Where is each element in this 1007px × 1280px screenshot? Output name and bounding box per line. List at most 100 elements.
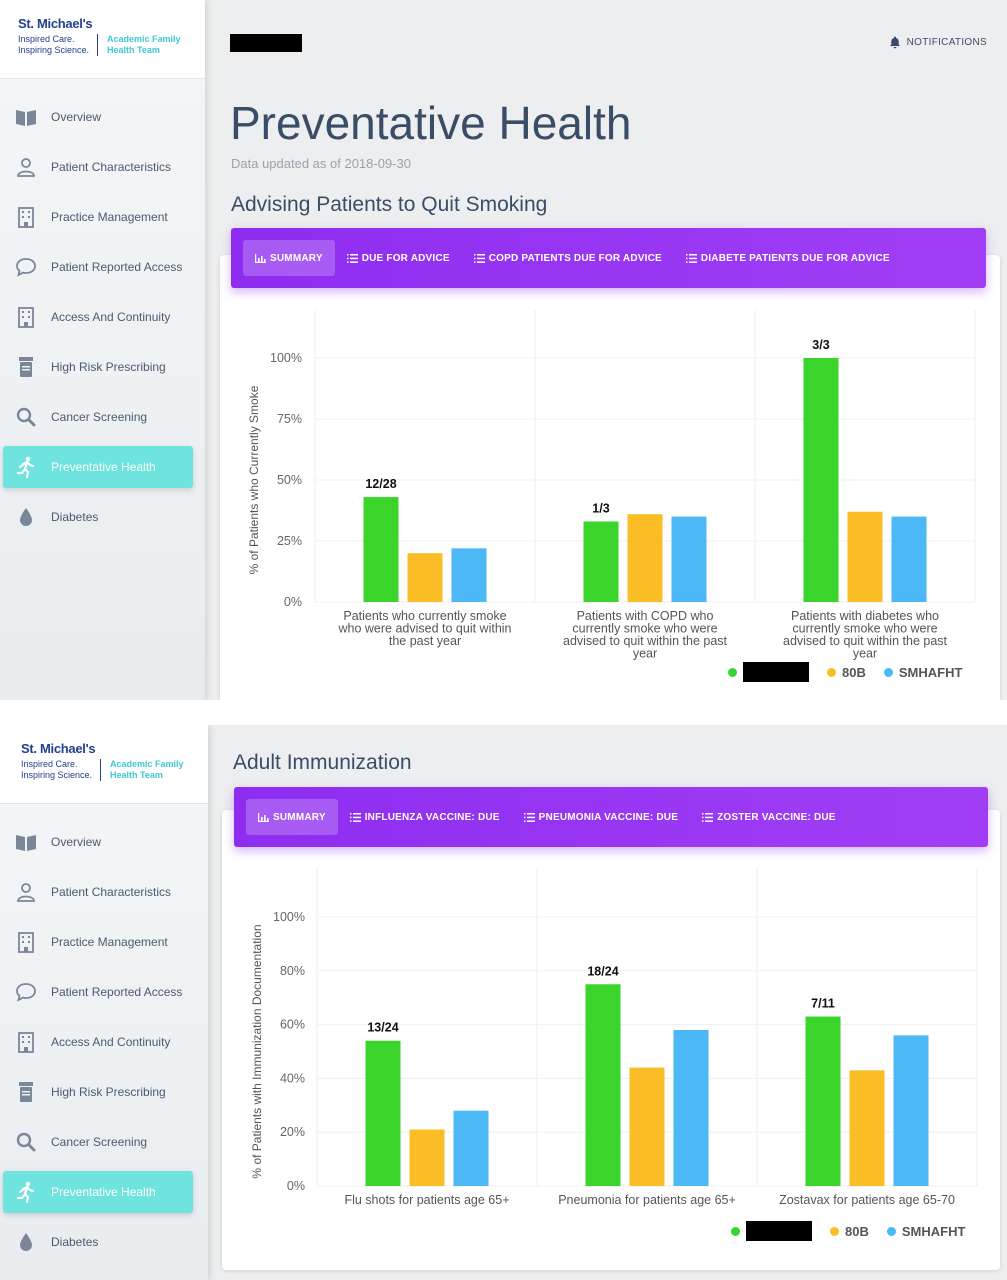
bar[interactable] xyxy=(891,516,927,602)
list-icon xyxy=(523,812,535,822)
sidebar-item-patient-characteristics[interactable]: Patient Characteristics xyxy=(3,871,193,913)
sidebar-item-patient-reported-access[interactable]: Patient Reported Access xyxy=(3,246,193,288)
y-tick-label: 60% xyxy=(280,1018,305,1032)
y-tick-label: 80% xyxy=(280,964,305,978)
legend-item xyxy=(731,1221,812,1241)
sidebar-item-practice-management[interactable]: Practice Management xyxy=(3,921,193,963)
bar[interactable] xyxy=(363,497,399,602)
sidebar-item-preventative-health[interactable]: Preventative Health xyxy=(3,1171,193,1213)
bar[interactable] xyxy=(627,514,663,602)
sidebar-item-practice-management[interactable]: Practice Management xyxy=(3,196,193,238)
sidebar-item-cancer-screening[interactable]: Cancer Screening xyxy=(3,1121,193,1163)
sidebar: St. Michael's Inspired Care. Inspiring S… xyxy=(0,725,208,1280)
x-tick-label: Patients with diabetes who currently smok… xyxy=(783,609,948,661)
page-title: Preventative Health xyxy=(230,97,632,149)
bar-chart-icon xyxy=(255,253,266,263)
tab-label: SUMMARY xyxy=(273,811,326,823)
pill-bottle-icon xyxy=(13,1079,39,1105)
logo[interactable]: St. Michael's Inspired Care. Inspiring S… xyxy=(0,0,205,79)
logo-team: Academic Family Health Team xyxy=(110,759,184,780)
list-icon xyxy=(702,812,714,822)
drop-icon xyxy=(13,1229,39,1255)
sidebar-item-label: Patient Reported Access xyxy=(51,985,183,999)
sidebar: St. Michael's Inspired Care. Inspiring S… xyxy=(0,0,205,700)
bar[interactable] xyxy=(583,521,619,602)
sidebar-item-label: Patient Characteristics xyxy=(51,885,172,899)
tab-zoster-vaccine-due[interactable]: ZOSTER VACCINE: DUE xyxy=(690,799,848,835)
tab-copd-patients-due-for-advice[interactable]: COPD PATIENTS DUE FOR ADVICE xyxy=(462,240,674,276)
bar[interactable] xyxy=(451,548,487,602)
tab-influenza-vaccine-due[interactable]: INFLUENZA VACCINE: DUE xyxy=(338,799,512,835)
sidebar-item-label: Access And Continuity xyxy=(51,310,171,324)
legend-swatch xyxy=(886,1226,896,1236)
preventative-health-screen-immunization: St. Michael's Inspired Care. Inspiring S… xyxy=(0,725,1007,1280)
building-icon xyxy=(13,929,39,955)
notifications-button[interactable]: NOTIFICATIONS xyxy=(889,36,987,49)
bar[interactable] xyxy=(407,553,443,602)
person-icon xyxy=(13,879,39,905)
sidebar-item-preventative-health[interactable]: Preventative Health xyxy=(3,446,193,488)
sidebar-item-patient-characteristics[interactable]: Patient Characteristics xyxy=(3,146,193,188)
bar[interactable] xyxy=(365,1040,401,1186)
legend-swatch xyxy=(728,667,737,677)
sidebar-item-label: Preventative Health xyxy=(51,1185,156,1199)
bar[interactable] xyxy=(629,1067,665,1186)
sidebar-item-cancer-screening[interactable]: Cancer Screening xyxy=(3,396,193,438)
legend-label: 80B xyxy=(845,1223,869,1239)
logo-name: St. Michael's xyxy=(21,741,96,756)
legend-swatch xyxy=(827,667,836,677)
tab-label: COPD PATIENTS DUE FOR ADVICE xyxy=(488,252,662,264)
tab-bar-immunization: SUMMARY INFLUENZA VACCINE: DUE PNEUMONIA V… xyxy=(234,787,988,847)
immunization-bar-chart: 0% 20% 40% 60% 80% 100% % of Patients with Imm… xyxy=(250,868,978,1207)
y-tick-label: 50% xyxy=(277,473,302,487)
sidebar-item-patient-reported-access[interactable]: Patient Reported Access xyxy=(3,971,193,1013)
sidebar-item-label: High Risk Prescribing xyxy=(51,1085,166,1099)
bar-data-label: 13/24 xyxy=(367,1021,398,1035)
chat-bubble-icon xyxy=(13,254,39,280)
legend-item: SMHAFHT xyxy=(883,664,963,680)
sidebar-item-diabetes[interactable]: Diabetes xyxy=(3,1221,193,1263)
bar-data-label: 3/3 xyxy=(812,338,829,352)
legend-item xyxy=(728,662,809,682)
sidebar-item-overview[interactable]: Overview xyxy=(3,96,193,138)
tab-diabete-patients-due-for-advice[interactable]: DIABETE PATIENTS DUE FOR ADVICE xyxy=(674,240,902,276)
book-icon xyxy=(13,104,39,130)
bar-data-label: 12/28 xyxy=(365,477,396,491)
sidebar-item-label: Patient Reported Access xyxy=(51,260,183,274)
legend-immunization: 80B SMHAFHT xyxy=(731,1221,983,1241)
tab-summary[interactable]: SUMMARY xyxy=(246,799,338,835)
bar[interactable] xyxy=(803,358,839,602)
bar[interactable] xyxy=(671,516,707,602)
tab-pneumonia-vaccine-due[interactable]: PNEUMONIA VACCINE: DUE xyxy=(512,799,690,835)
data-updated-text: Data updated as of 2018-09-30 xyxy=(231,156,411,171)
drop-icon xyxy=(13,504,39,530)
sidebar-item-high-risk-prescribing[interactable]: High Risk Prescribing xyxy=(3,346,193,388)
sidebar-item-diabetes[interactable]: Diabetes xyxy=(3,496,193,538)
bar[interactable] xyxy=(849,1070,885,1186)
tab-due-for-advice[interactable]: DUE FOR ADVICE xyxy=(335,240,462,276)
bar[interactable] xyxy=(453,1110,489,1186)
legend-label: SMHAFHT xyxy=(898,664,963,680)
redacted-legend-label xyxy=(743,662,809,682)
legend-item: SMHAFHT xyxy=(886,1224,965,1239)
list-icon xyxy=(346,253,358,263)
sidebar-item-high-risk-prescribing[interactable]: High Risk Prescribing xyxy=(3,1071,193,1113)
x-tick-label: Patients with COPD who currently smoke wh… xyxy=(563,609,728,661)
list-icon xyxy=(349,812,361,822)
running-person-icon xyxy=(13,1179,39,1205)
bar[interactable] xyxy=(847,511,883,602)
bar[interactable] xyxy=(673,1029,709,1186)
sidebar-item-access-and-continuity[interactable]: Access And Continuity xyxy=(3,296,193,338)
sidebar-item-overview[interactable]: Overview xyxy=(3,821,193,863)
bar[interactable] xyxy=(893,1035,929,1186)
logo[interactable]: St. Michael's Inspired Care. Inspiring S… xyxy=(0,725,208,804)
logo-name: St. Michael's xyxy=(18,16,93,31)
bar[interactable] xyxy=(805,1016,841,1186)
tab-summary[interactable]: SUMMARY xyxy=(243,240,335,276)
building-icon xyxy=(13,204,39,230)
bar[interactable] xyxy=(585,984,621,1186)
sidebar-item-label: Diabetes xyxy=(51,1235,99,1249)
running-person-icon xyxy=(13,454,39,480)
bar[interactable] xyxy=(409,1129,445,1186)
sidebar-item-access-and-continuity[interactable]: Access And Continuity xyxy=(3,1021,193,1063)
